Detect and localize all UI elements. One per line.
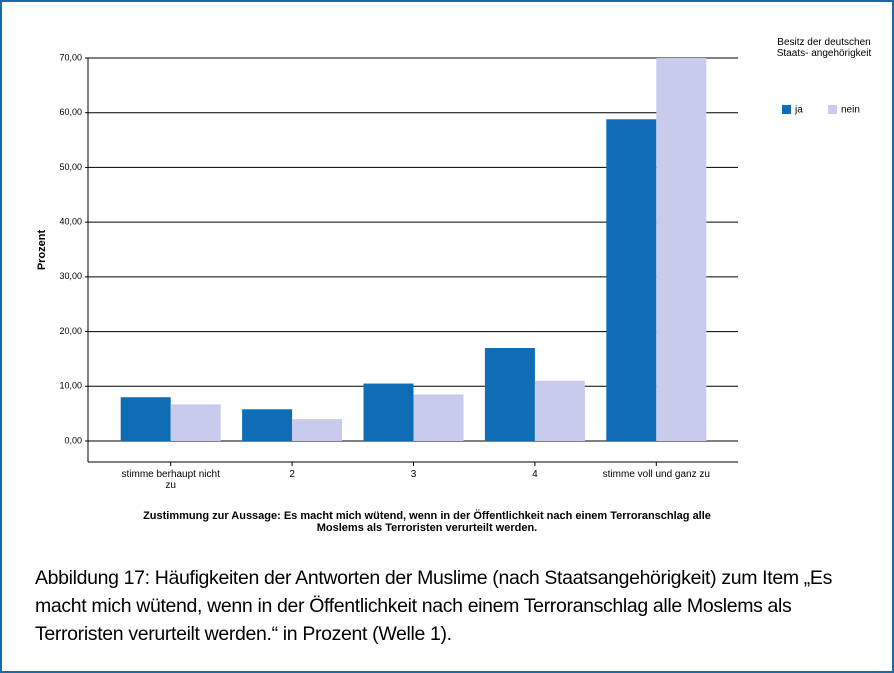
- legend-label: ja: [794, 105, 803, 116]
- y-tick-label: 0,00: [64, 435, 82, 445]
- x-axis-title: Zustimmung zur Aussage: Es macht mich wü…: [143, 510, 711, 534]
- caption: Abbildung 17: Häufigkeiten der Antworten…: [35, 567, 832, 645]
- x-tick-label: 4: [532, 469, 538, 480]
- legend-title: Besitz der deutschen Staats- angehörigke…: [776, 37, 872, 59]
- bar: [484, 347, 535, 441]
- bar: [656, 58, 707, 441]
- y-tick-label: 60,00: [59, 107, 82, 117]
- y-tick-label: 50,00: [59, 162, 82, 172]
- x-tick-label: stimme berhaupt nicht zu: [121, 469, 220, 491]
- y-tick-label: 20,00: [59, 326, 82, 336]
- bar: [242, 409, 293, 441]
- bar: [292, 419, 343, 441]
- x-tick-label: 2: [289, 469, 295, 480]
- bar: [413, 394, 464, 441]
- legend-swatch: [828, 105, 837, 114]
- bar: [170, 404, 221, 441]
- x-tick-label: 3: [410, 469, 417, 480]
- bar: [606, 119, 657, 441]
- legend-label: nein: [841, 105, 860, 116]
- y-tick-label: 40,00: [59, 217, 82, 227]
- x-tick-label: stimme voll und ganz zu: [602, 469, 710, 480]
- y-tick-label: 10,00: [59, 381, 82, 391]
- y-axis-title: Prozent: [36, 229, 48, 270]
- legend-swatch: [782, 105, 791, 114]
- bar: [120, 397, 171, 441]
- y-tick-label: 70,00: [59, 52, 82, 62]
- bar: [534, 380, 585, 441]
- bar: [363, 383, 414, 441]
- y-tick-label: 30,00: [59, 271, 82, 281]
